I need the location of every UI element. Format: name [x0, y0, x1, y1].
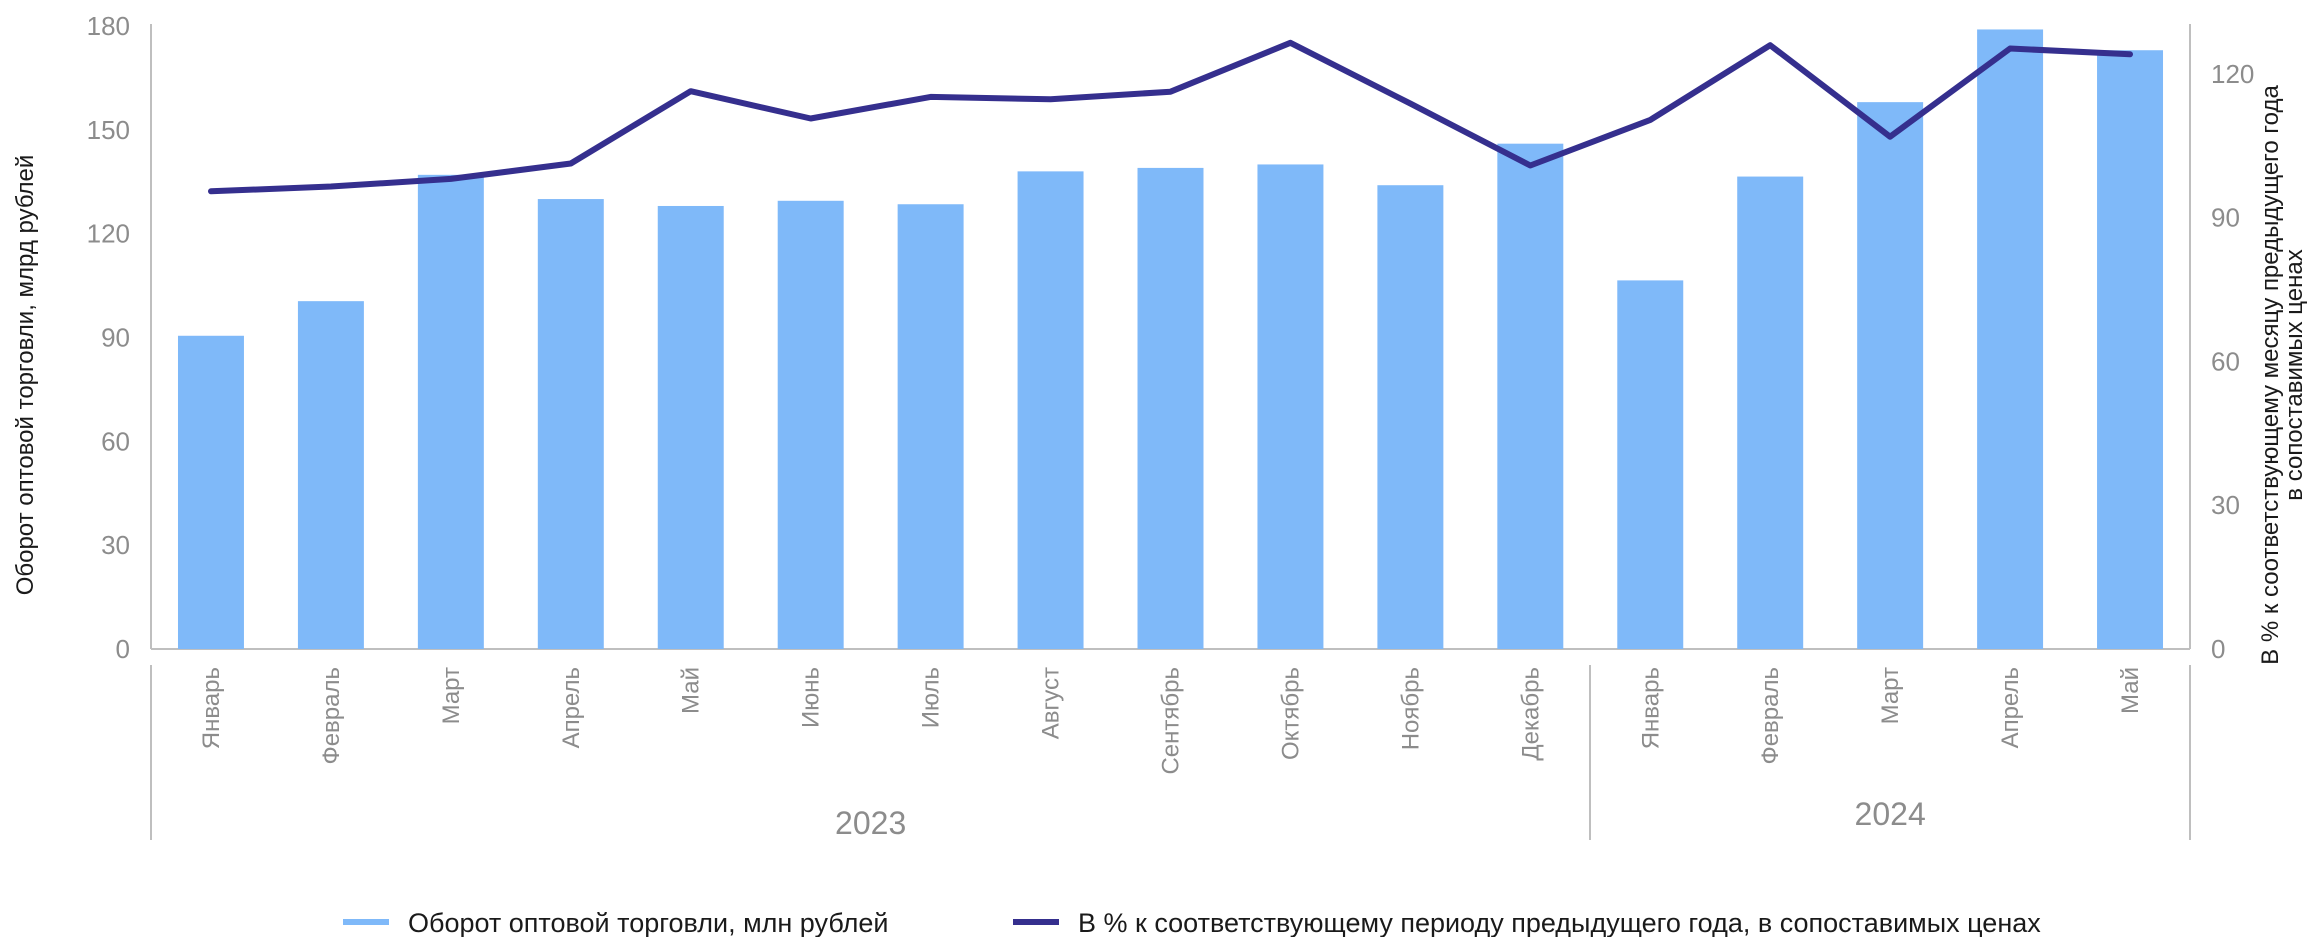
bar [1257, 164, 1324, 649]
left-tick-label: 180 [87, 11, 130, 41]
bar [537, 199, 604, 650]
left-tick-label: 150 [87, 115, 130, 145]
bar [2097, 50, 2164, 649]
category-labels: Январь Февраль Март Апрель Май Июнь Июль Август… [198, 667, 2144, 775]
category-label: Май [678, 667, 705, 714]
line-point [1887, 134, 1893, 140]
year-label: 2024 [1855, 796, 1926, 832]
bar [657, 205, 724, 649]
category-label: Август [1038, 667, 1065, 739]
left-tick-label: 60 [101, 426, 130, 456]
bar [1737, 176, 1804, 649]
right-tick-label: 120 [2211, 59, 2254, 89]
bar [1857, 102, 1924, 649]
category-label: Апрель [558, 667, 585, 748]
left-tick-label: 120 [87, 219, 130, 249]
line-point [1527, 162, 1533, 168]
bars [177, 29, 2164, 650]
category-label: Март [438, 667, 465, 724]
left-tick-label: 0 [116, 634, 130, 664]
line-point [1048, 96, 1054, 102]
left-tick-label: 30 [101, 530, 130, 560]
legend-label-bar: Оборот оптовой торговли, млн рублей [408, 908, 888, 937]
line-point [928, 94, 934, 100]
line-point [208, 188, 214, 194]
category-label: Февраль [1757, 667, 1784, 765]
category-label: Ноябрь [1397, 667, 1424, 750]
category-label: Сентябрь [1158, 667, 1185, 775]
category-label: Январь [1637, 667, 1664, 749]
bar [1377, 185, 1444, 649]
right-axis-title-line-1: В % к соответствующему месяцу предыдущег… [2257, 85, 2284, 665]
line-point [448, 176, 454, 182]
left-tick-label: 90 [101, 323, 130, 353]
line-point [1287, 40, 1293, 46]
right-tick-label: 90 [2211, 203, 2240, 233]
line-point [328, 184, 334, 190]
line-point [1407, 101, 1413, 107]
left-axis-title: Оборот оптовой торговли, млрд рублей [12, 155, 39, 596]
bar [1497, 143, 1564, 649]
category-label: Июнь [798, 667, 825, 728]
line-point [1647, 117, 1653, 123]
category-label: Апрель [1997, 667, 2024, 748]
category-label: Март [1877, 667, 1904, 724]
bar [297, 301, 364, 649]
left-axis-ticks: 0 30 60 90 120 150 180 [87, 11, 130, 664]
category-label: Январь [198, 667, 225, 749]
right-tick-label: 60 [2211, 346, 2240, 376]
right-tick-label: 30 [2211, 490, 2240, 520]
category-label: Май [2117, 667, 2144, 714]
bar [177, 335, 244, 649]
year-label: 2023 [835, 805, 906, 841]
line-series [208, 39, 2133, 195]
line-point [808, 115, 814, 121]
bar [1137, 167, 1204, 649]
right-axis-title-line-2: в сопоставимых ценах [2281, 249, 2308, 500]
legend-label-line: В % к соответствующему периоду предыдуще… [1078, 908, 2041, 937]
legend: Оборот оптовой торговли, млн рублей В % … [343, 908, 2041, 937]
bar [1977, 29, 2044, 649]
line-point [568, 161, 574, 167]
line-point [688, 88, 694, 94]
right-tick-label: 0 [2211, 634, 2225, 664]
year-groups: 2023 2024 [150, 665, 2191, 841]
category-label: Июль [918, 667, 945, 728]
line-point [2127, 51, 2133, 57]
right-axis-ticks: 0 30 60 90 120 [2211, 59, 2254, 664]
bar [897, 204, 964, 649]
category-label: Февраль [318, 667, 345, 765]
bar [1017, 171, 1084, 649]
line-point [1767, 42, 1773, 48]
line-point [1168, 89, 1173, 95]
bar [417, 174, 484, 650]
category-label: Декабрь [1517, 667, 1544, 761]
line-point [2007, 46, 2013, 52]
bar [1617, 280, 1684, 649]
category-label: Октябрь [1277, 667, 1304, 760]
bar [777, 200, 844, 649]
